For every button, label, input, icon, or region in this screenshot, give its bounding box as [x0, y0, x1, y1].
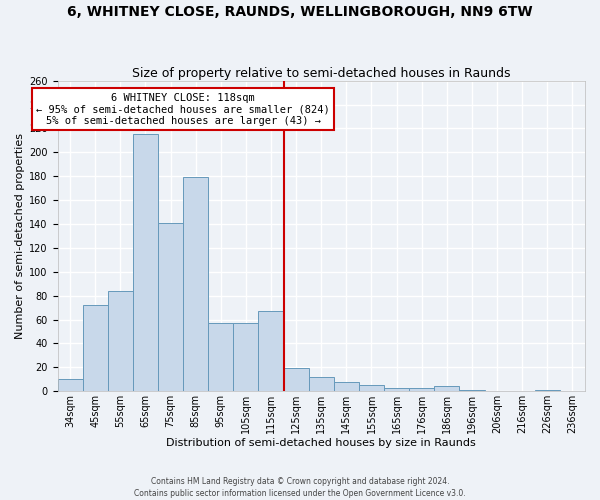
Text: Contains HM Land Registry data © Crown copyright and database right 2024.
Contai: Contains HM Land Registry data © Crown c…	[134, 476, 466, 498]
Bar	[384, 388, 409, 391]
Bar	[535, 390, 560, 391]
Bar	[409, 388, 434, 391]
Text: 6, WHITNEY CLOSE, RAUNDS, WELLINGBOROUGH, NN9 6TW: 6, WHITNEY CLOSE, RAUNDS, WELLINGBOROUGH…	[67, 5, 533, 19]
Title: Size of property relative to semi-detached houses in Raunds: Size of property relative to semi-detach…	[132, 66, 511, 80]
Bar	[183, 178, 208, 391]
Bar	[83, 305, 108, 391]
Bar	[58, 379, 83, 391]
Bar	[208, 323, 233, 391]
Bar	[284, 368, 308, 391]
Bar	[233, 323, 259, 391]
Bar	[158, 223, 183, 391]
Bar	[133, 134, 158, 391]
Bar	[308, 377, 334, 391]
Bar	[259, 311, 284, 391]
Y-axis label: Number of semi-detached properties: Number of semi-detached properties	[15, 133, 25, 339]
Text: 6 WHITNEY CLOSE: 118sqm
← 95% of semi-detached houses are smaller (824)
5% of se: 6 WHITNEY CLOSE: 118sqm ← 95% of semi-de…	[36, 92, 330, 126]
Bar	[434, 386, 460, 391]
Bar	[460, 390, 485, 391]
Bar	[108, 291, 133, 391]
X-axis label: Distribution of semi-detached houses by size in Raunds: Distribution of semi-detached houses by …	[166, 438, 476, 448]
Bar	[359, 385, 384, 391]
Bar	[334, 382, 359, 391]
